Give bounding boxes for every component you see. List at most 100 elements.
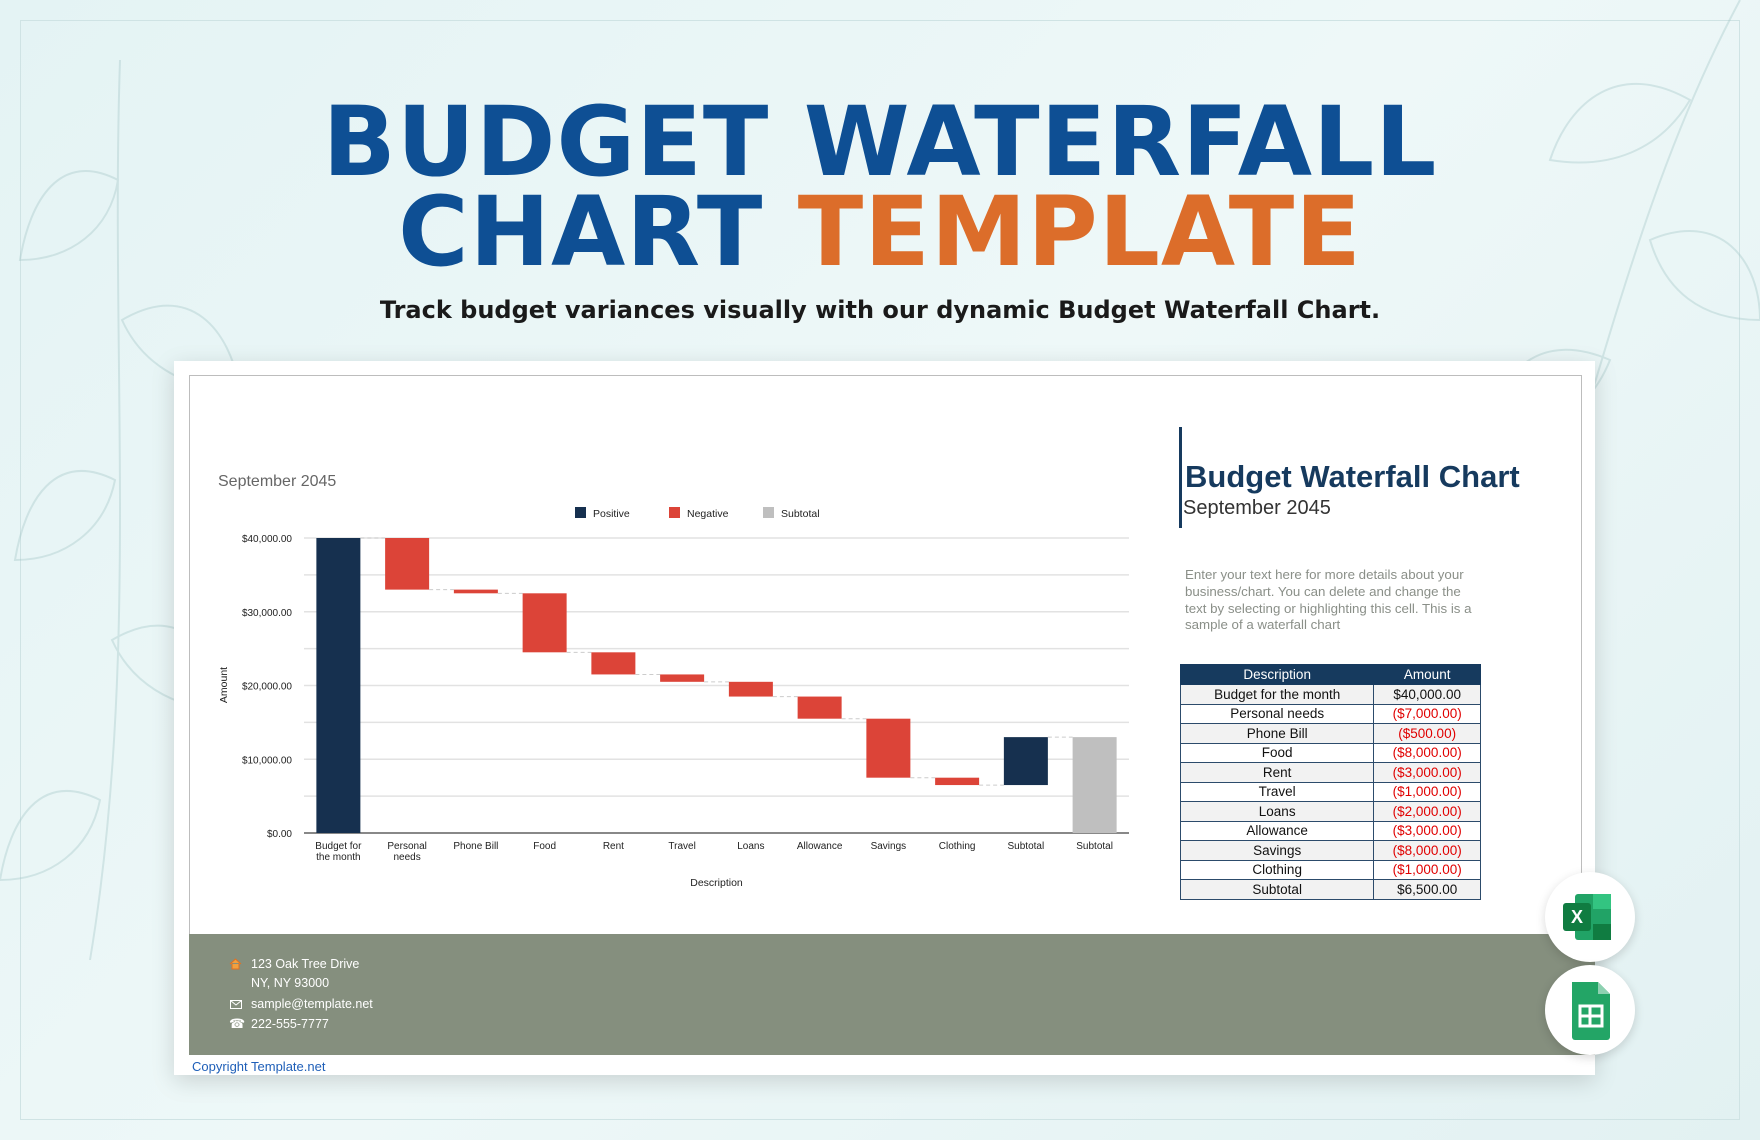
description-cell: Phone Bill xyxy=(1179,723,1375,744)
x-tick-label: Food xyxy=(533,841,556,852)
y-tick-label: $40,000.00 xyxy=(242,534,292,545)
table-row: Phone Bill ($500.00) xyxy=(1179,723,1481,744)
table-row: Budget for the month $40,000.00 xyxy=(1179,684,1481,705)
home-icon xyxy=(229,958,242,970)
bar-budget-for-the-month xyxy=(316,538,361,833)
legend-label-positive: Positive xyxy=(593,508,630,520)
title-template-word: TEMPLATE xyxy=(797,176,1362,288)
x-tick-label: Subtotal xyxy=(1008,841,1045,852)
mail-icon xyxy=(230,1000,242,1009)
description-cell: Travel xyxy=(1179,781,1375,802)
phone-icon: ☎ xyxy=(229,1016,246,1031)
table-header-row: Description Amount xyxy=(1179,664,1481,685)
description-cell: Food xyxy=(1179,742,1375,763)
description-cell: Loans xyxy=(1179,801,1375,822)
description-cell: Rent xyxy=(1179,762,1375,783)
bar-travel xyxy=(660,674,705,682)
table-row: Personal needs ($7,000.00) xyxy=(1179,703,1481,724)
bar-savings xyxy=(866,718,911,778)
column-header-amount: Amount xyxy=(1373,664,1481,685)
y-tick-label: $10,000.00 xyxy=(242,755,292,766)
google-sheets-icon xyxy=(1572,982,1610,1040)
legend-swatch-positive xyxy=(575,507,586,518)
phone-text: 222-555-7777 xyxy=(251,1017,329,1031)
heading-accent-bar xyxy=(1179,427,1182,528)
x-tick-label: Budget for xyxy=(315,841,362,852)
amount-cell: ($2,000.00) xyxy=(1373,801,1481,822)
page-title-line1: BUDGET WATERFALL xyxy=(322,86,1438,198)
amount-cell: ($7,000.00) xyxy=(1373,703,1481,724)
amount-cell: ($3,000.00) xyxy=(1373,762,1481,783)
description-cell: Allowance xyxy=(1179,820,1375,841)
bar-loans xyxy=(728,681,773,697)
bar-phone-bill xyxy=(453,589,498,594)
amount-cell: ($1,000.00) xyxy=(1373,781,1481,802)
table-row: Subtotal $6,500.00 xyxy=(1179,879,1481,900)
chart-title: September 2045 xyxy=(218,473,336,490)
panel-subheading: September 2045 xyxy=(1183,497,1331,519)
x-tick-label: Clothing xyxy=(939,841,976,852)
leaf-decoration-icon xyxy=(0,60,242,960)
x-tick-label: Personal xyxy=(387,841,426,852)
sheet-area: September 2045 Positive Negative Subtotal $0… xyxy=(189,375,1582,936)
x-tick-label: Allowance xyxy=(797,841,843,852)
footer-band: 123 Oak Tree Drive NY, NY 93000 sample@t… xyxy=(189,934,1595,1055)
bar-subtotal xyxy=(1003,737,1048,786)
amount-cell: ($500.00) xyxy=(1373,723,1481,744)
page-subtitle: Track budget variances visually with our… xyxy=(379,296,1381,324)
x-tick-label: Subtotal xyxy=(1076,841,1113,852)
email-text: sample@template.net xyxy=(251,997,373,1011)
address-line2: NY, NY 93000 xyxy=(251,976,330,990)
x-tick-label: Travel xyxy=(668,841,695,852)
description-cell: Budget for the month xyxy=(1179,684,1375,705)
panel-heading: Budget Waterfall Chart xyxy=(1185,459,1520,494)
amount-cell: ($3,000.00) xyxy=(1373,820,1481,841)
table-row: Allowance ($3,000.00) xyxy=(1179,820,1481,841)
google-sheets-app-button[interactable] xyxy=(1545,965,1635,1055)
title-chart-word: CHART xyxy=(398,176,798,288)
bar-rent xyxy=(591,652,636,675)
page-title-line2: CHART TEMPLATE xyxy=(0,184,1760,280)
x-tick-label: Savings xyxy=(871,841,907,852)
y-tick-label: $30,000.00 xyxy=(242,608,292,619)
legend-swatch-subtotal xyxy=(763,507,774,518)
svg-text:X: X xyxy=(1571,907,1583,927)
excel-icon: X xyxy=(1563,894,1611,940)
x-axis-label: Description xyxy=(690,877,743,889)
bar-clothing xyxy=(935,777,980,786)
table-row: Savings ($8,000.00) xyxy=(1179,840,1481,861)
legend-swatch-negative xyxy=(669,507,680,518)
table-row: Food ($8,000.00) xyxy=(1179,742,1481,763)
x-tick-label: Rent xyxy=(603,841,624,852)
amount-cell: $6,500.00 xyxy=(1373,879,1481,900)
table-row: Clothing ($1,000.00) xyxy=(1179,859,1481,880)
x-tick-label: Loans xyxy=(737,841,764,852)
table-row: Travel ($1,000.00) xyxy=(1179,781,1481,802)
decorative-frame xyxy=(20,20,1740,1120)
y-tick-label: $20,000.00 xyxy=(242,682,292,693)
description-cell: Clothing xyxy=(1179,859,1375,880)
excel-app-button[interactable]: X xyxy=(1545,872,1635,962)
table-row: Rent ($3,000.00) xyxy=(1179,762,1481,783)
legend-label-subtotal: Subtotal xyxy=(781,508,820,520)
amount-cell: ($8,000.00) xyxy=(1373,840,1481,861)
amount-cell: ($8,000.00) xyxy=(1373,742,1481,763)
description-cell: Savings xyxy=(1179,840,1375,861)
description-cell: Subtotal xyxy=(1179,879,1375,900)
x-tick-label: Phone Bill xyxy=(453,841,498,852)
legend-label-negative: Negative xyxy=(687,508,729,520)
bar-subtotal xyxy=(1072,737,1117,833)
address-line1: 123 Oak Tree Drive xyxy=(251,957,360,971)
column-header-description: Description xyxy=(1179,664,1375,685)
amount-cell: $40,000.00 xyxy=(1373,684,1481,705)
template-preview-card: September 2045 Positive Negative Subtotal $0… xyxy=(174,361,1595,1075)
y-tick-label: $0.00 xyxy=(267,829,292,840)
bar-allowance xyxy=(797,696,842,719)
x-tick-label: the month xyxy=(316,852,360,863)
copyright-link[interactable]: Copyright Template.net xyxy=(192,1059,326,1074)
waterfall-chart: September 2045 Positive Negative Subtotal $0… xyxy=(218,473,1129,889)
amount-cell: ($1,000.00) xyxy=(1373,859,1481,880)
y-axis-label: Amount xyxy=(218,667,230,703)
panel-description: Enter your text here for more details ab… xyxy=(1185,567,1472,633)
bar-personal-needs xyxy=(385,538,430,590)
